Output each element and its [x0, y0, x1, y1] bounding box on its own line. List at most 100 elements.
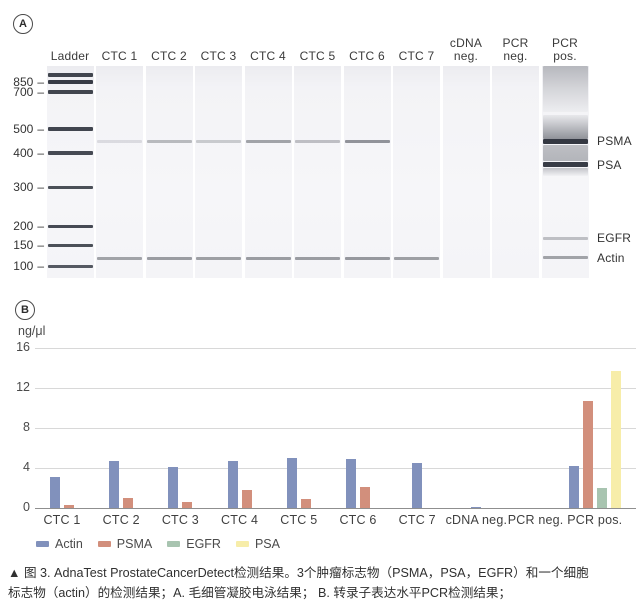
gel-band: [47, 264, 93, 268]
gel-band: [542, 255, 588, 259]
gel-band: [245, 139, 291, 143]
gridline-0: [35, 508, 636, 509]
gel-band-label-psma: PSMA: [597, 134, 632, 148]
bar-group-ctc-5: [286, 458, 311, 508]
bar-psma-ctc-5: [300, 499, 311, 508]
size-marker-500: 500–: [0, 123, 44, 135]
y-axis-unit-label: ng/μl: [18, 324, 46, 338]
bar-actin-ctc-3: [168, 467, 179, 508]
gel-band: [47, 185, 93, 189]
legend-label-psma: PSMA: [116, 537, 153, 551]
gel-lane-ctc-4: [244, 66, 292, 278]
bar-psma-ctc-4: [241, 490, 252, 508]
gel-band: [47, 127, 93, 131]
gridline-12: [35, 388, 636, 389]
size-marker-dash: –: [37, 146, 44, 160]
size-marker-150: 150–: [0, 239, 44, 251]
gel-band: [146, 256, 192, 260]
gel-band: [47, 90, 93, 94]
category-label-ctc-2: CTC 2: [102, 513, 140, 527]
panel-a-label: A: [13, 14, 33, 34]
gel-band: [344, 139, 390, 143]
bar-psma-ctc-6: [360, 487, 370, 508]
gel-band: [295, 256, 340, 260]
bar-actin-ctc-1: [50, 477, 60, 508]
bar-psma-ctc-1: [64, 505, 74, 508]
gridline-4: [35, 468, 636, 469]
bar-chart: 0 4 8 12 16 CTC 1 CTC 2 CTC 3 CTC 4 CTC 5 CTC 6 CTC…: [0, 340, 640, 527]
size-marker-dash: –: [37, 122, 44, 136]
gel-lane-ctc-5: [294, 66, 341, 278]
gel-band: [196, 256, 241, 260]
caption-line-1: ▲ 图 3. AdnaTest ProstateCancerDetect检测结果…: [8, 566, 589, 580]
size-marker-value: 500: [13, 122, 34, 136]
bar-actin-ctc-6: [346, 459, 356, 508]
bar-group-ctc-6: [346, 459, 370, 508]
figure-caption: ▲ 图 3. AdnaTest ProstateCancerDetect检测结果…: [8, 564, 634, 603]
gel-lane-ctc-6: [343, 66, 391, 278]
gel-band: [47, 224, 93, 228]
legend-swatch-psma: [97, 541, 111, 547]
legend-item-psa: PSA: [235, 537, 280, 551]
bar-group-ctc-2: [109, 461, 134, 508]
gel-lane-ctc-1: [96, 66, 143, 278]
legend-label-egfr: EGFR: [186, 537, 221, 551]
bar-psma-ctc-2: [123, 498, 134, 508]
lane-label-ctc-7: CTC 7: [398, 49, 435, 63]
gel-band: [47, 243, 93, 247]
bar-group-ctc-7: [412, 463, 423, 508]
size-marker-dash: –: [37, 85, 44, 99]
gel-band: [542, 138, 588, 144]
bar-actin-ctc-5: [286, 458, 297, 508]
legend-swatch-egfr: [167, 541, 181, 547]
size-marker-value: 200: [13, 219, 34, 233]
y-tick-8: 8: [23, 420, 30, 434]
size-marker-value: 850: [13, 75, 34, 89]
legend-swatch-actin: [36, 541, 49, 547]
gel-band: [97, 256, 142, 260]
lane-label-pcr-pos: PCR pos.: [552, 36, 578, 63]
gel-lane-ctc-7: [393, 66, 440, 278]
gel-lane-ctc-2: [145, 66, 193, 278]
size-marker-dash: –: [37, 238, 44, 252]
legend-item-psma: PSMA: [97, 537, 153, 551]
gel-smear: [542, 115, 588, 139]
bar-group-pcr-pos: [568, 371, 621, 508]
gel-band: [245, 256, 291, 260]
gel-lane-pcr-pos: [541, 66, 589, 278]
y-tick-12: 12: [16, 380, 30, 394]
size-marker-dash: –: [37, 180, 44, 194]
gel-lane-ctc-3: [195, 66, 242, 278]
y-tick-4: 4: [23, 460, 30, 474]
gel-band: [47, 80, 93, 84]
gel-lane-ladder: [46, 66, 94, 278]
lane-label-ctc-2: CTC 2: [151, 49, 187, 63]
size-marker-dash: –: [37, 219, 44, 233]
legend-label-actin: Actin: [55, 537, 83, 551]
gel-band: [47, 73, 93, 77]
gel-band: [344, 256, 390, 260]
bar-actin-ctc-4: [227, 461, 238, 508]
bar-actin-cdna-neg: [471, 507, 482, 508]
category-label-ctc-3: CTC 3: [161, 513, 199, 527]
category-label-ctc-7: CTC 7: [398, 513, 436, 527]
caption-line-2: 标志物（actin）的检测结果；A. 毛细管凝胶电泳结果； B. 转录子表达水平…: [8, 585, 512, 600]
lane-label-pcr-neg: PCR neg.: [502, 36, 529, 63]
bar-egfr-pcr-pos: [596, 488, 607, 508]
size-marker-value: 300: [13, 180, 34, 194]
gel-band: [542, 162, 588, 167]
gel-band: [47, 151, 93, 155]
y-tick-16: 16: [16, 340, 30, 354]
gel-smear: [542, 145, 588, 161]
panel-b-letter: B: [21, 304, 29, 316]
size-marker-value: 400: [13, 146, 34, 160]
gel-band: [542, 236, 588, 240]
legend-item-actin: Actin: [36, 537, 83, 551]
size-marker-dash: –: [37, 259, 44, 273]
lane-label-ctc-1: CTC 1: [101, 49, 138, 63]
gel-band-label-actin: Actin: [597, 251, 625, 265]
category-label-pcr-pos: PCR pos.: [567, 513, 623, 527]
panel-a-letter: A: [19, 18, 27, 30]
category-label-ctc-4: CTC 4: [221, 513, 259, 527]
chart-legend: Actin PSMA EGFR PSA: [36, 537, 280, 551]
